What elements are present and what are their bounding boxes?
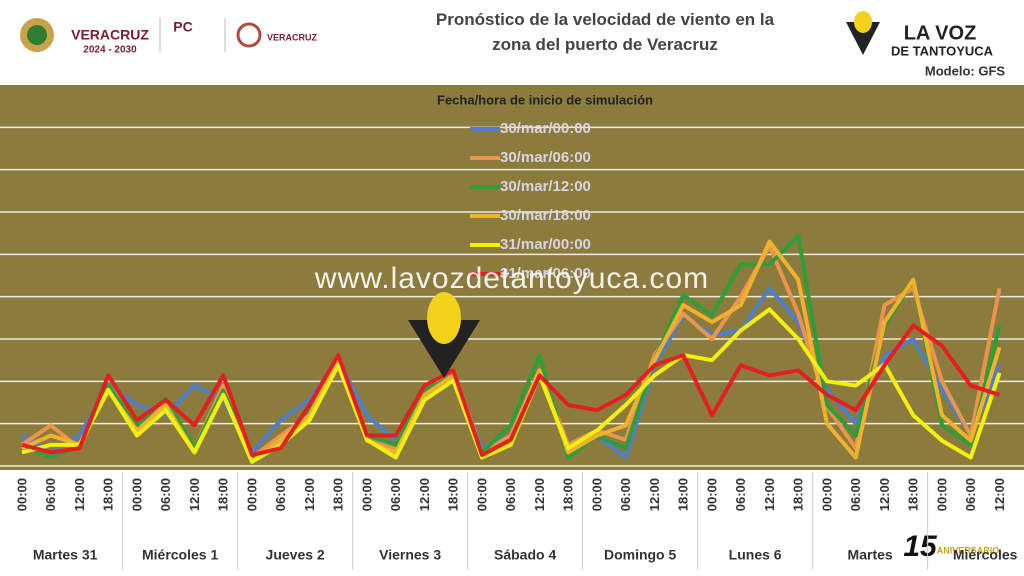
x-tick-label: 06:00 <box>848 478 863 511</box>
x-tick-label: 18:00 <box>446 478 461 511</box>
x-tick-label: 18:00 <box>561 478 576 511</box>
legend-label: 30/mar/12:00 <box>500 178 591 195</box>
x-tick-label: 06:00 <box>388 478 403 511</box>
x-tick-label: 00:00 <box>589 478 604 511</box>
day-label: Miércoles 1 <box>142 547 218 563</box>
x-tick-label: 00:00 <box>934 478 949 511</box>
day-label: Miércoles <box>953 547 1018 563</box>
legend-label: 30/mar/18:00 <box>500 207 591 224</box>
x-tick-label: 00:00 <box>129 478 144 511</box>
logo-mic <box>427 292 461 344</box>
legend-title: Fecha/hora de inicio de simulación <box>437 92 653 107</box>
x-tick-label: 00:00 <box>359 478 374 511</box>
x-tick-label: 06:00 <box>273 478 288 511</box>
brand-logo: LA VOZ DE TANTOYUCA Modelo: GFS <box>846 11 1005 78</box>
x-tick-label: 12:00 <box>302 478 317 511</box>
model-label: Modelo: GFS <box>925 63 1005 78</box>
logo-text: VERACRUZ <box>71 27 149 43</box>
logo-icon <box>408 320 480 378</box>
x-tick-label: 12:00 <box>992 478 1007 511</box>
x-tick-label: 00:00 <box>819 478 834 511</box>
logo-text: 2024 - 2030 <box>83 45 137 56</box>
x-tick-label: 06:00 <box>733 478 748 511</box>
x-tick-label: 18:00 <box>676 478 691 511</box>
x-tick-label: 06:00 <box>158 478 173 511</box>
legend-label: 30/mar/06:00 <box>500 149 591 166</box>
brand-text: DE TANTOYUCA <box>891 43 994 58</box>
x-tick-label: 12:00 <box>647 478 662 511</box>
brand-icon <box>846 22 880 55</box>
x-tick-label: 18:00 <box>791 478 806 511</box>
axis-band <box>0 470 1024 576</box>
x-tick-label: 12:00 <box>762 478 777 511</box>
center-logo <box>408 292 480 378</box>
x-tick-label: 18:00 <box>331 478 346 511</box>
x-tick-label: 06:00 <box>963 478 978 511</box>
series-line <box>21 323 1001 457</box>
x-tick-label: 00:00 <box>14 478 29 511</box>
x-tick-label: 12:00 <box>532 478 547 511</box>
logo-text: PC <box>173 19 192 35</box>
logo-text: VERACRUZ <box>267 32 318 42</box>
x-tick-label: 18:00 <box>216 478 231 511</box>
legend-label: 31/mar/06:00 <box>500 265 591 282</box>
day-label: Martes <box>848 547 893 563</box>
shield-inner <box>27 25 47 45</box>
x-tick-label: 18:00 <box>101 478 116 511</box>
x-tick-label: 00:00 <box>244 478 259 511</box>
brand-mic <box>854 11 872 33</box>
x-tick-label: 12:00 <box>187 478 202 511</box>
badge-number: 15 <box>903 530 938 563</box>
x-tick-label: 12:00 <box>417 478 432 511</box>
day-label: Lunes 6 <box>729 547 782 563</box>
x-tick-label: 18:00 <box>906 478 921 511</box>
series-line <box>21 307 1002 464</box>
x-tick-label: 06:00 <box>43 478 58 511</box>
x-tick-label: 06:00 <box>503 478 518 511</box>
legend-label: 31/mar/00:00 <box>500 236 591 253</box>
legend-label: 30/mar/00:00 <box>500 120 591 137</box>
day-label: Viernes 3 <box>379 547 441 563</box>
day-label: Martes 31 <box>33 547 98 563</box>
x-tick-label: 12:00 <box>72 478 87 511</box>
x-tick-label: 00:00 <box>704 478 719 511</box>
day-label: Sábado 4 <box>494 547 556 563</box>
port-icon <box>236 22 262 48</box>
state-logo: VERACRUZ 2024 - 2030 PC VERACRUZ <box>20 18 317 56</box>
chart-title: Pronóstico de la velocidad de viento en … <box>436 10 775 54</box>
watermark: www.lavozdetantoyuca.com <box>314 262 709 295</box>
x-tick-label: 12:00 <box>877 478 892 511</box>
day-label: Jueves 2 <box>266 547 325 563</box>
series-line <box>21 233 1002 460</box>
x-tick-label: 06:00 <box>618 478 633 511</box>
day-label: Domingo 5 <box>604 547 677 563</box>
badge-text: ANIVERSARIO <box>937 545 1000 555</box>
x-tick-label: 00:00 <box>474 478 489 511</box>
brand-text: LA VOZ <box>904 22 977 44</box>
